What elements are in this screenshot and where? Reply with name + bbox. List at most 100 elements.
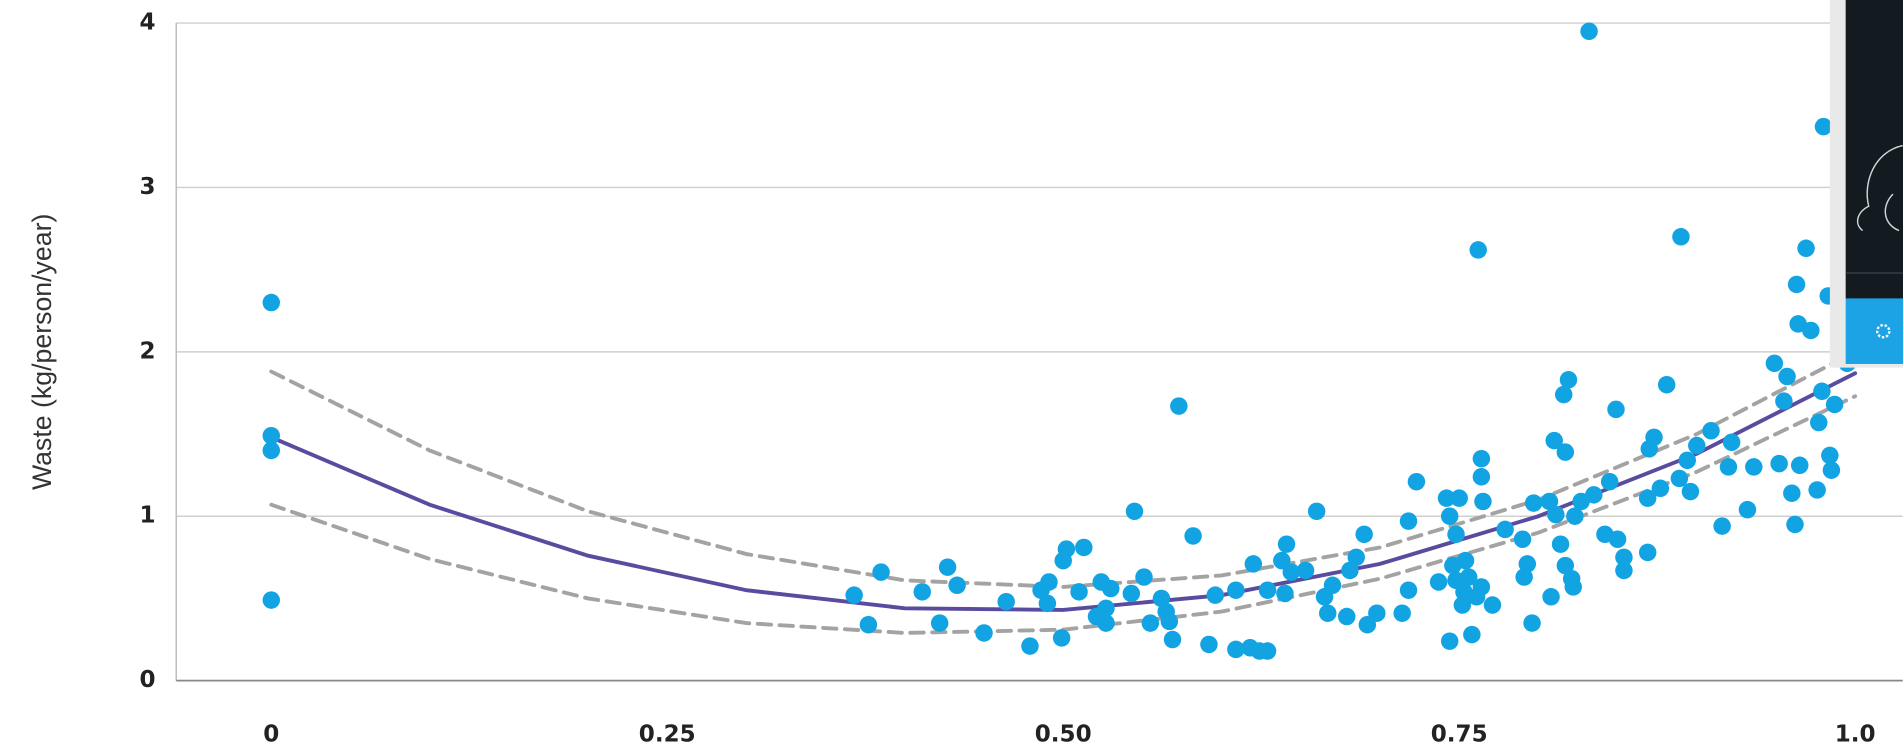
data-point xyxy=(1348,549,1365,566)
data-point xyxy=(1813,383,1830,400)
data-point xyxy=(1745,458,1762,475)
data-point xyxy=(1097,614,1114,631)
x-tick-label: 0.75 xyxy=(1431,722,1488,748)
data-point xyxy=(1207,586,1224,603)
data-point xyxy=(1797,240,1814,257)
data-point xyxy=(1142,614,1159,631)
data-point xyxy=(931,614,948,631)
data-point xyxy=(1297,562,1314,579)
data-point xyxy=(1430,573,1447,590)
data-point xyxy=(1484,596,1501,613)
data-point xyxy=(1652,480,1669,497)
chart: Waste (kg/person/year) 0123400.250.500.7… xyxy=(0,0,1903,751)
x-tick-label: 0.50 xyxy=(1035,722,1092,748)
data-point xyxy=(1601,473,1618,490)
data-point xyxy=(1645,429,1662,446)
data-point xyxy=(1547,506,1564,523)
data-point xyxy=(1826,396,1843,413)
popup-panel xyxy=(1830,0,1903,368)
data-point xyxy=(1474,493,1491,510)
y-tick-label: 2 xyxy=(140,338,156,364)
data-point xyxy=(1815,118,1832,135)
data-point xyxy=(1135,568,1152,585)
data-point xyxy=(1319,604,1336,621)
y-axis-label: Waste (kg/person/year) xyxy=(27,214,57,490)
data-point xyxy=(1775,392,1792,409)
data-point xyxy=(1447,526,1464,543)
data-point xyxy=(263,294,280,311)
data-point xyxy=(1278,535,1295,552)
data-point xyxy=(1469,241,1486,258)
data-point xyxy=(1802,322,1819,339)
data-point xyxy=(1682,483,1699,500)
data-point xyxy=(1473,578,1490,595)
data-point xyxy=(1259,642,1276,659)
data-point xyxy=(1770,455,1787,472)
data-point xyxy=(1555,386,1572,403)
data-point xyxy=(1519,555,1536,572)
data-point xyxy=(1170,397,1187,414)
data-point xyxy=(1126,503,1143,520)
data-point xyxy=(939,558,956,575)
data-point xyxy=(263,591,280,608)
data-point xyxy=(845,586,862,603)
data-point xyxy=(1723,434,1740,451)
confidence-line xyxy=(271,396,1855,633)
data-point xyxy=(1400,512,1417,529)
data-point xyxy=(1473,468,1490,485)
data-point xyxy=(1355,526,1372,543)
data-point xyxy=(1580,23,1597,40)
data-point xyxy=(1564,578,1581,595)
data-point xyxy=(1702,422,1719,439)
data-point xyxy=(1514,531,1531,548)
data-point xyxy=(1021,637,1038,654)
data-point xyxy=(1672,228,1689,245)
data-point xyxy=(1557,443,1574,460)
data-point xyxy=(1739,501,1756,518)
data-point xyxy=(1408,473,1425,490)
data-point xyxy=(948,577,965,594)
data-point xyxy=(1821,447,1838,464)
data-point xyxy=(1791,457,1808,474)
data-point xyxy=(1473,450,1490,467)
data-point xyxy=(1058,540,1075,557)
data-point xyxy=(975,624,992,641)
data-point xyxy=(872,563,889,580)
data-point xyxy=(1679,452,1696,469)
data-point xyxy=(1615,562,1632,579)
data-point xyxy=(1070,583,1087,600)
popup-footer xyxy=(1846,298,1903,364)
data-point xyxy=(1463,626,1480,643)
data-point xyxy=(1496,521,1513,538)
data-point xyxy=(1525,494,1542,511)
data-point xyxy=(263,442,280,459)
data-point xyxy=(1053,629,1070,646)
data-point xyxy=(1123,585,1140,602)
data-point xyxy=(1441,508,1458,525)
data-point xyxy=(1720,458,1737,475)
data-point xyxy=(1607,401,1624,418)
data-point xyxy=(1823,461,1840,478)
data-point xyxy=(1164,631,1181,648)
y-tick-label: 4 xyxy=(140,10,156,36)
y-tick-label: 1 xyxy=(140,503,156,529)
data-point xyxy=(1259,581,1276,598)
data-point xyxy=(1778,368,1795,385)
data-point xyxy=(1102,580,1119,597)
data-point xyxy=(1450,489,1467,506)
data-point xyxy=(1713,517,1730,534)
data-point xyxy=(997,593,1014,610)
data-point xyxy=(1457,552,1474,569)
data-point xyxy=(1039,595,1056,612)
data-point xyxy=(1393,604,1410,621)
x-tick-label: 1.0 xyxy=(1835,722,1876,748)
data-point xyxy=(1338,608,1355,625)
data-point xyxy=(1441,632,1458,649)
data-point xyxy=(1368,604,1385,621)
data-point xyxy=(860,616,877,633)
data-point xyxy=(1810,414,1827,431)
data-point xyxy=(1523,614,1540,631)
data-point xyxy=(1040,573,1057,590)
data-point xyxy=(1783,484,1800,501)
data-point xyxy=(1184,527,1201,544)
